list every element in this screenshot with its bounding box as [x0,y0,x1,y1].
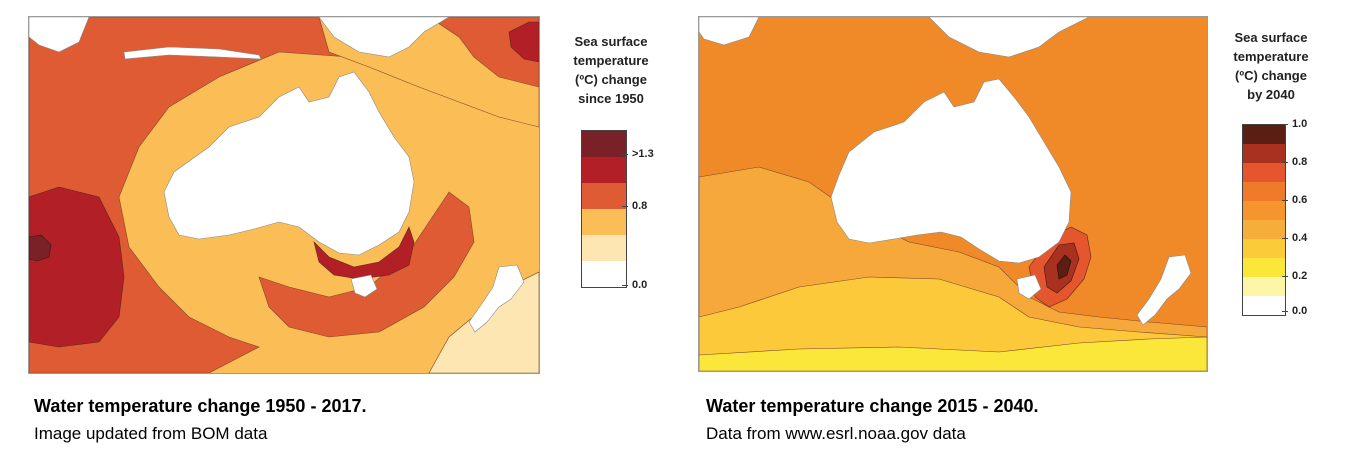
legend-swatch [1243,144,1285,163]
legend-title-line: Sea surface [574,34,648,49]
legend-swatch [1243,220,1285,239]
caption-title: Water temperature change 1950 - 2017. [34,396,367,416]
legend-tick-label: 0.8 [621,200,648,212]
legend-title-line: (ºC) change [575,72,647,87]
legend-title-line: (ºC) change [1235,68,1307,83]
warming-patch-extreme [29,234,52,262]
legend-tick-label: 0.4 [1281,232,1308,244]
legend-title-line: since 1950 [578,91,644,106]
new-guinea-landmass [318,17,450,58]
legend-swatch [1243,182,1285,201]
legend-swatch [1243,239,1285,258]
legend-swatch [1243,258,1285,277]
map-2015-2040 [698,16,1208,372]
legend-title-line: by 2040 [1247,87,1295,102]
tasmania-landmass [1016,274,1042,300]
island-chain [123,46,262,60]
legend-colorbar [581,130,627,288]
legend-title: Sea surface temperature (ºC) change sinc… [556,32,666,108]
caption-subtitle: Data from www.esrl.noaa.gov data [706,424,966,443]
legend-swatch [582,131,626,157]
legend-colorbar [1242,124,1286,316]
legend-swatch [1243,125,1285,144]
legend-title-line: Sea surface [1234,30,1308,45]
map-1950-2017 [28,16,540,374]
australia-landmass [163,71,415,256]
warming-band-lowest [699,336,1207,371]
warming-patch-very-high-east [313,226,415,280]
indonesia-landmass [29,17,90,53]
legend-swatch [582,209,626,235]
legend-swatch [1243,277,1285,296]
legend-title-line: temperature [573,53,649,68]
legend-tick-label: 0.6 [1281,194,1308,206]
legend-swatch [1243,201,1285,220]
warming-band-high-south [258,191,475,338]
warming-patch-very-high-ne [508,21,539,63]
legend-swatch [582,261,626,287]
legend-swatch [582,235,626,261]
legend-title: Sea surface temperature (ºC) change by 2… [1216,28,1326,104]
legend-tick-label: 0.2 [1281,270,1308,282]
tasmania-landmass [350,274,378,298]
legend-tick-label: 1.0 [1281,118,1308,130]
legend-tick-label: 0.8 [1281,156,1308,168]
right-panel: Sea surface temperature (ºC) change by 2… [676,0,1352,466]
legend-swatch [582,157,626,183]
legend-tick-label: 0.0 [621,279,648,291]
australia-landmass [830,78,1072,264]
caption-subtitle: Image updated from BOM data [34,424,268,443]
legend-swatch [582,183,626,209]
legend-swatch [1243,163,1285,182]
indonesia-landmass [699,17,760,46]
sst-map-historic [29,17,539,373]
legend-tick-label: 0.0 [1281,305,1308,317]
sst-map-projection [699,17,1207,371]
new-guinea-landmass [928,17,1090,58]
legend-title-line: temperature [1233,49,1309,64]
new-zealand-landmass [468,264,525,333]
legend-swatch [1243,296,1285,315]
new-zealand-landmass [1136,254,1192,326]
left-panel: Sea surface temperature (ºC) change sinc… [28,16,666,443]
hotspot-core [1056,254,1072,280]
warming-patch-very-high-west [29,186,125,348]
legend-tick-label: >1.3 [622,148,654,160]
caption-title: Water temperature change 2015 - 2040. [706,396,1039,416]
